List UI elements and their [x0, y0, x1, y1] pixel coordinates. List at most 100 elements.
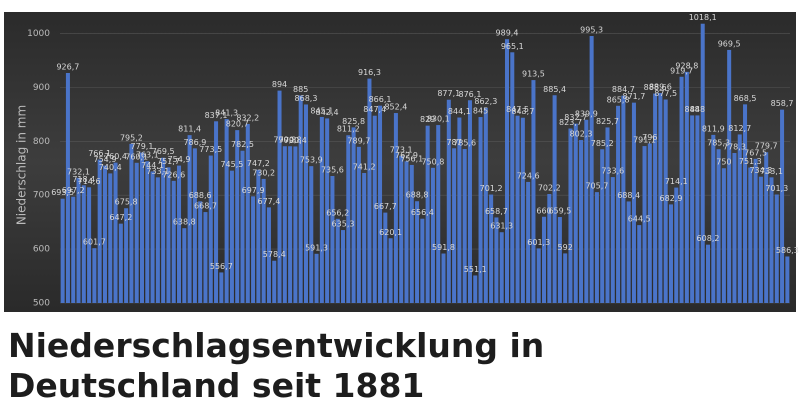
bar: [462, 149, 467, 303]
bar: [171, 180, 176, 303]
value-label: 714,6: [78, 177, 101, 186]
value-label: 751,7: [157, 157, 180, 166]
bar: [393, 113, 398, 304]
bar: [266, 207, 271, 303]
bar: [425, 125, 430, 303]
bar: [473, 275, 478, 303]
value-label: 790,8: [273, 136, 296, 145]
bar: [362, 172, 367, 303]
value-label: 677,4: [257, 197, 280, 206]
value-label: 779,1: [131, 142, 154, 151]
value-label: 730,2: [252, 168, 275, 177]
bar: [594, 192, 599, 303]
bar: [605, 127, 610, 303]
bar: [446, 99, 451, 303]
value-label: 750: [716, 158, 731, 167]
bar: [118, 223, 123, 303]
bar: [256, 169, 261, 303]
bar: [764, 152, 769, 303]
value-label: 688,8: [406, 191, 429, 200]
value-label: 916,3: [358, 68, 381, 77]
bar: [573, 123, 578, 303]
value-label: 790,4: [284, 136, 307, 145]
bar: [192, 148, 197, 303]
value-label: 586,3: [776, 246, 799, 255]
value-label: 601,3: [527, 238, 550, 247]
bar: [504, 39, 510, 303]
value-label: 848: [690, 105, 705, 114]
bar: [515, 115, 520, 303]
value-label: 811,2: [337, 125, 360, 134]
value-label: 718,4: [72, 175, 95, 184]
value-label: 733,1: [146, 167, 169, 176]
value-label: 876,1: [459, 90, 482, 99]
value-label: 829: [420, 115, 435, 124]
value-label: 766,1: [88, 149, 111, 158]
bar: [65, 72, 70, 304]
bar: [314, 253, 319, 303]
value-label: 753,9: [300, 156, 323, 165]
value-label: 733,1: [760, 167, 783, 176]
bar: [177, 165, 182, 303]
bar: [134, 162, 139, 303]
value-label: 668,7: [194, 202, 217, 211]
bar: [478, 117, 483, 304]
value-label: 989,4: [496, 29, 519, 38]
bar: [621, 95, 626, 303]
value-label: 871,7: [622, 92, 645, 101]
value-label: 791,1: [633, 136, 656, 145]
value-label: 724,6: [517, 171, 540, 180]
value-label: 750,8: [421, 157, 444, 166]
bar: [139, 152, 145, 303]
bar: [219, 272, 224, 303]
value-label: 843,7: [511, 107, 534, 116]
value-label: 608,2: [697, 234, 720, 243]
bar: [404, 161, 409, 303]
value-label: 754,9: [94, 155, 117, 164]
value-label: 913,5: [522, 70, 545, 79]
bar: [653, 93, 658, 303]
y-tick-label: 700: [33, 191, 50, 201]
value-label: 842,4: [316, 108, 339, 117]
chart: Niederschlag in mm 500 600 700 800 900 1000 69…: [4, 12, 799, 312]
bar: [737, 134, 742, 303]
bar: [198, 201, 203, 303]
value-label: 745,5: [220, 160, 243, 169]
bar: [748, 167, 753, 303]
bar: [261, 178, 266, 303]
bar: [203, 212, 208, 303]
value-label: 556,7: [210, 262, 233, 271]
title: Niederschlagsentwicklung in Deutschland …: [8, 326, 545, 405]
value-label: 697,9: [242, 186, 265, 195]
value-label: 688,6: [189, 191, 212, 200]
value-label: 877,5: [654, 89, 677, 98]
value-label: 659,5: [548, 207, 571, 216]
y-tick-label: 1000: [27, 29, 50, 39]
value-label: 877,1: [437, 89, 460, 98]
value-label: 693,5: [51, 188, 74, 197]
value-label: 578,4: [263, 250, 286, 259]
value-label: 969,5: [718, 39, 741, 48]
value-label: 852,4: [384, 103, 407, 112]
value-label: 785,6: [453, 139, 476, 148]
bar: [372, 115, 377, 303]
value-label: 592: [558, 243, 573, 252]
value-label: 701,2: [480, 184, 503, 193]
value-label: 825,8: [342, 117, 365, 126]
value-label: 551,1: [464, 265, 487, 274]
value-label: 796: [642, 133, 657, 142]
bar: [240, 150, 245, 303]
bar: [642, 146, 647, 303]
value-label: 591,3: [305, 243, 328, 252]
bar: [753, 158, 758, 303]
value-label: 995,3: [580, 26, 603, 35]
bar: [113, 162, 118, 303]
value-label: 735,6: [321, 166, 344, 175]
bar: [383, 212, 388, 303]
bar: [303, 104, 308, 303]
value-label: 919,7: [670, 66, 693, 75]
value-label: 884,7: [612, 85, 635, 94]
y-tick-label: 900: [33, 83, 50, 93]
value-label: 847,5: [506, 105, 529, 114]
